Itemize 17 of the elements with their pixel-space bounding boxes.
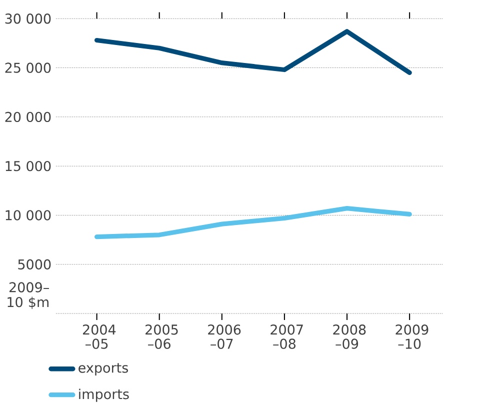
- y-tick-label: 20 000: [5, 112, 51, 122]
- legend-label: imports: [79, 388, 129, 402]
- y-tick-label: 30 000: [5, 13, 51, 24]
- x-tick-label: 2007 –08: [270, 324, 303, 349]
- x-tick-label: 2009 –10: [396, 324, 428, 349]
- y-tick-label: 5000: [18, 259, 51, 270]
- y-tick-label: 25 000: [5, 62, 51, 73]
- y-axis-title: 2009–10 $m: [8, 282, 49, 309]
- x-tick-label: 2006 –07: [208, 324, 241, 349]
- y-tick-label: 10 000: [6, 210, 51, 220]
- x-tick-label: 2008 –09: [333, 324, 366, 349]
- x-tick-label: 2004 –05: [82, 324, 116, 349]
- y-tick-label: 15 000: [6, 160, 51, 171]
- legend-label: exports: [78, 362, 128, 376]
- x-tick-label: 2005 –06: [146, 324, 178, 349]
- line-series: [94, 206, 412, 239]
- line-series: [94, 28, 412, 75]
